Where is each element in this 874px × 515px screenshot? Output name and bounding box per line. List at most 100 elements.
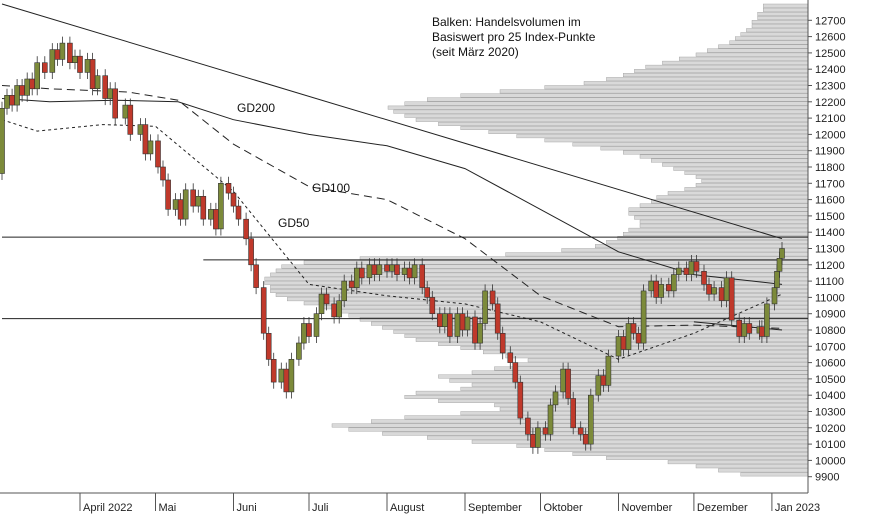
candle-body xyxy=(89,59,96,90)
volume-bar xyxy=(561,248,809,253)
candle-body xyxy=(283,368,290,393)
volume-bar xyxy=(499,407,809,412)
candle-body xyxy=(746,323,753,334)
y-tick-label: 10400 xyxy=(815,390,846,402)
candle-body xyxy=(366,264,373,279)
y-tick-label: 12400 xyxy=(815,64,846,76)
volume-bar xyxy=(471,370,809,375)
candle-body xyxy=(693,261,700,272)
candle-body xyxy=(736,319,743,337)
candle-body xyxy=(9,95,15,106)
candle-body xyxy=(19,85,25,96)
candle-body xyxy=(615,336,622,357)
volume-bar xyxy=(639,223,809,228)
candle-body xyxy=(248,238,254,266)
candle-body xyxy=(560,368,566,393)
candle-body xyxy=(517,381,524,419)
volume-bar xyxy=(751,24,809,29)
candle-body xyxy=(301,323,307,344)
y-tick-label: 12000 xyxy=(815,129,846,141)
volume-bar xyxy=(382,431,809,436)
candle-body xyxy=(620,336,627,350)
candle-body xyxy=(406,267,413,279)
plot-frame xyxy=(0,0,809,494)
y-tick-label: 10700 xyxy=(815,341,846,353)
volume-bar xyxy=(600,146,809,151)
candle-body xyxy=(208,209,214,220)
candle-body xyxy=(41,62,48,73)
candle-body xyxy=(213,209,219,230)
candle-body xyxy=(49,49,56,73)
volume-bar xyxy=(320,305,809,310)
candle-body xyxy=(54,49,61,60)
candle-body xyxy=(336,300,343,318)
volume-bar xyxy=(651,158,809,163)
y-tick-label: 11500 xyxy=(815,211,845,223)
volume-bar xyxy=(387,105,809,110)
volume-bar xyxy=(488,130,809,135)
x-tick-label: Oktober xyxy=(544,502,583,514)
volume-bar xyxy=(544,448,809,452)
volume-bar xyxy=(415,117,809,122)
candle-body xyxy=(411,264,418,279)
volume-bar xyxy=(634,215,809,220)
candle-body xyxy=(306,323,312,337)
annotation-line-1: Balken: Handelsvolumen im xyxy=(432,15,581,29)
volume-bar xyxy=(516,443,809,448)
volume-bar xyxy=(695,183,809,188)
volume-bar xyxy=(499,89,809,94)
ma-label-gd200: GD200 xyxy=(237,101,275,115)
candle-body xyxy=(230,192,237,207)
candle-body xyxy=(779,248,785,259)
x-tick-label: Juli xyxy=(312,502,329,514)
candle-body xyxy=(535,427,541,448)
volume-bar xyxy=(281,264,809,269)
candle-body xyxy=(67,42,73,63)
candle-body xyxy=(160,166,166,181)
candle-body xyxy=(640,290,647,344)
volume-bar xyxy=(695,464,809,469)
volume-bar xyxy=(623,73,809,78)
candle-body xyxy=(670,274,677,292)
candle-body xyxy=(142,124,149,155)
volume-bar xyxy=(404,113,809,118)
candle-body xyxy=(0,108,5,174)
x-tick-label: November xyxy=(622,502,673,514)
volume-bar xyxy=(572,142,809,147)
x-tick-label: Mai xyxy=(159,502,177,514)
volume-bar xyxy=(729,40,809,45)
candle-body xyxy=(419,264,426,288)
volume-bar xyxy=(331,423,809,428)
ma-label-gd100: GD100 xyxy=(312,181,350,195)
candle-body xyxy=(552,391,559,406)
volume-bar xyxy=(623,150,809,155)
y-tick-label: 12500 xyxy=(815,48,846,60)
volume-bar xyxy=(701,178,809,183)
y-tick-label: 10800 xyxy=(815,325,846,337)
candle-body xyxy=(341,280,348,302)
x-tick-label: Dezember xyxy=(697,502,748,514)
y-tick-label: 10000 xyxy=(815,455,846,467)
y-tick-label: 11300 xyxy=(815,244,845,256)
volume-bar xyxy=(572,452,809,456)
y-tick-label: 11100 xyxy=(815,276,844,288)
x-tick-label: Jan 2023 xyxy=(775,502,820,514)
volume-bar xyxy=(505,252,809,257)
candle-body xyxy=(542,427,549,435)
candle-body xyxy=(270,358,277,383)
volume-bar xyxy=(746,28,809,33)
volume-bar xyxy=(757,11,809,16)
candle-body xyxy=(489,290,496,305)
candle-body xyxy=(653,280,660,298)
volume-bar xyxy=(695,52,809,57)
candle-body xyxy=(155,140,161,168)
volume-bar xyxy=(751,20,809,24)
candle-body xyxy=(288,358,295,393)
volume-bar xyxy=(527,358,809,363)
volume-bar xyxy=(471,439,809,444)
candle-body xyxy=(595,375,602,396)
candle-body xyxy=(706,284,712,295)
candle-body xyxy=(774,270,780,288)
